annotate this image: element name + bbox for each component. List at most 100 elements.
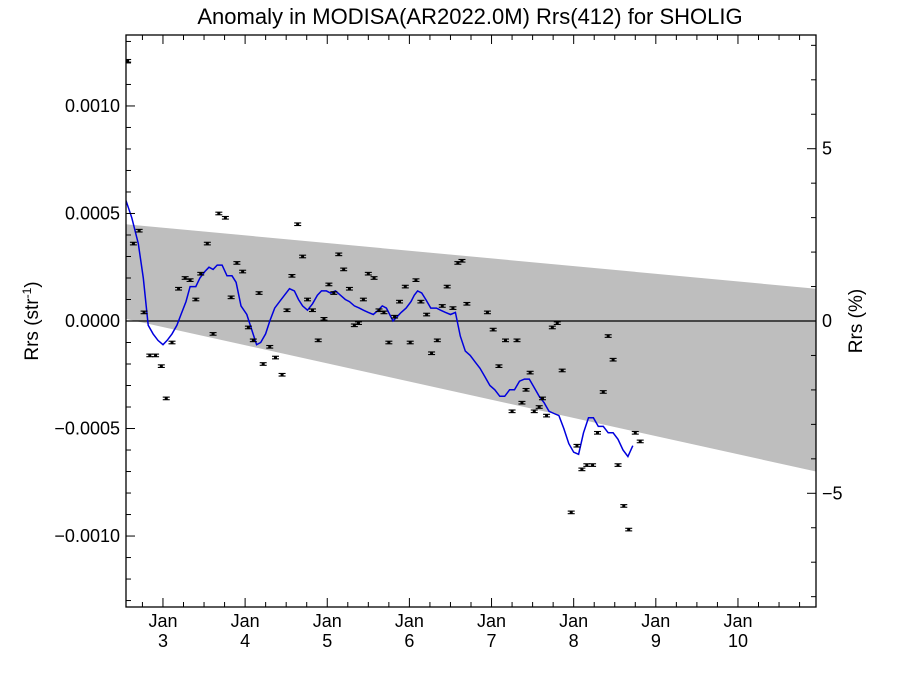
data-point [463, 301, 471, 306]
data-point [359, 297, 367, 302]
x-tick-month: Jan [477, 611, 506, 631]
left-tick-label: 0.0005 [65, 203, 120, 223]
data-point [553, 321, 561, 326]
x-tick-month: Jan [723, 611, 752, 631]
data-point [283, 308, 291, 313]
data-point [458, 258, 466, 263]
x-tick-month: Jan [148, 611, 177, 631]
data-point [567, 510, 575, 515]
data-point [406, 340, 414, 345]
data-point [126, 58, 132, 63]
left-y-label-end: ) [22, 281, 43, 287]
data-point [530, 409, 538, 414]
data-point [272, 355, 279, 360]
data-point [259, 362, 267, 366]
data-points [126, 58, 644, 532]
data-point [401, 284, 409, 289]
data-point [522, 387, 530, 392]
data-point [513, 338, 521, 343]
data-point [288, 273, 296, 278]
left-tick-label: −0.0010 [54, 526, 120, 546]
data-point [162, 396, 170, 401]
x-tick-month: Jan [231, 611, 260, 631]
data-point [255, 291, 263, 295]
x-tick-day: 3 [158, 631, 168, 651]
data-point [391, 314, 399, 319]
left-y-axis-label: Rrs (str-1) [20, 281, 43, 360]
data-point [129, 241, 137, 246]
data-point [370, 276, 378, 280]
data-point [558, 368, 566, 373]
data-point [314, 338, 322, 343]
right-tick-label: 5 [822, 139, 832, 159]
data-point [304, 297, 312, 302]
data-point [239, 269, 247, 274]
data-point [308, 308, 316, 313]
data-point [385, 340, 393, 345]
x-tick-day: 8 [569, 631, 579, 651]
left-y-label-base: Rrs (str [22, 298, 43, 361]
data-point [325, 282, 333, 287]
x-tick-month: Jan [641, 611, 670, 631]
data-point [175, 286, 183, 291]
data-point [227, 295, 235, 300]
data-point [443, 284, 451, 289]
right-y-axis-label: Rrs (%) [846, 289, 867, 353]
x-tick-day: 6 [404, 631, 414, 651]
data-point [380, 310, 388, 315]
data-point [278, 372, 286, 377]
right-y-axis: 5 0 −5 [807, 44, 843, 598]
data-point [209, 332, 217, 336]
data-point [221, 215, 229, 220]
data-point [428, 351, 436, 356]
data-point [599, 390, 607, 394]
data-point [614, 463, 622, 467]
data-point [157, 364, 165, 369]
data-point [364, 271, 372, 276]
data-point [345, 286, 353, 291]
data-point [631, 430, 639, 435]
data-point [244, 325, 252, 330]
data-point [508, 409, 516, 414]
data-point [320, 316, 328, 321]
x-tick-day: 4 [240, 631, 250, 651]
data-point [495, 364, 503, 369]
data-point [396, 299, 404, 304]
data-point [433, 338, 441, 343]
data-point [589, 463, 597, 467]
data-point [423, 312, 431, 317]
x-tick-day: 10 [728, 631, 748, 651]
data-point [140, 310, 148, 315]
data-point [578, 467, 586, 472]
confidence-band [126, 224, 816, 472]
data-point [535, 405, 543, 409]
data-point [197, 271, 205, 276]
data-point [594, 430, 601, 435]
left-tick-label: 0.0000 [65, 311, 120, 331]
data-point [483, 310, 491, 315]
data-point [417, 299, 425, 304]
x-tick-month: Jan [395, 611, 424, 631]
data-point [609, 357, 617, 362]
chart-title: Anomaly in MODISA(AR2022.0M) Rrs(412) fo… [197, 4, 742, 29]
x-tick-month: Jan [559, 611, 588, 631]
x-tick-day: 9 [651, 631, 661, 651]
data-point [340, 267, 348, 272]
data-point [412, 278, 420, 282]
data-point [335, 252, 343, 257]
data-point [135, 228, 143, 233]
x-tick-day: 5 [322, 631, 332, 651]
data-point [438, 304, 446, 308]
data-point [548, 325, 556, 330]
data-point [620, 504, 628, 508]
data-point [625, 527, 633, 532]
data-point [266, 344, 274, 349]
data-point [526, 370, 534, 375]
smoothed-series-line [126, 200, 634, 458]
data-point [168, 340, 176, 345]
data-point [249, 338, 257, 343]
left-y-axis: 0.0010 0.0005 0.0000 −0.0005 −0.0010 [54, 40, 135, 602]
data-point [489, 327, 497, 332]
